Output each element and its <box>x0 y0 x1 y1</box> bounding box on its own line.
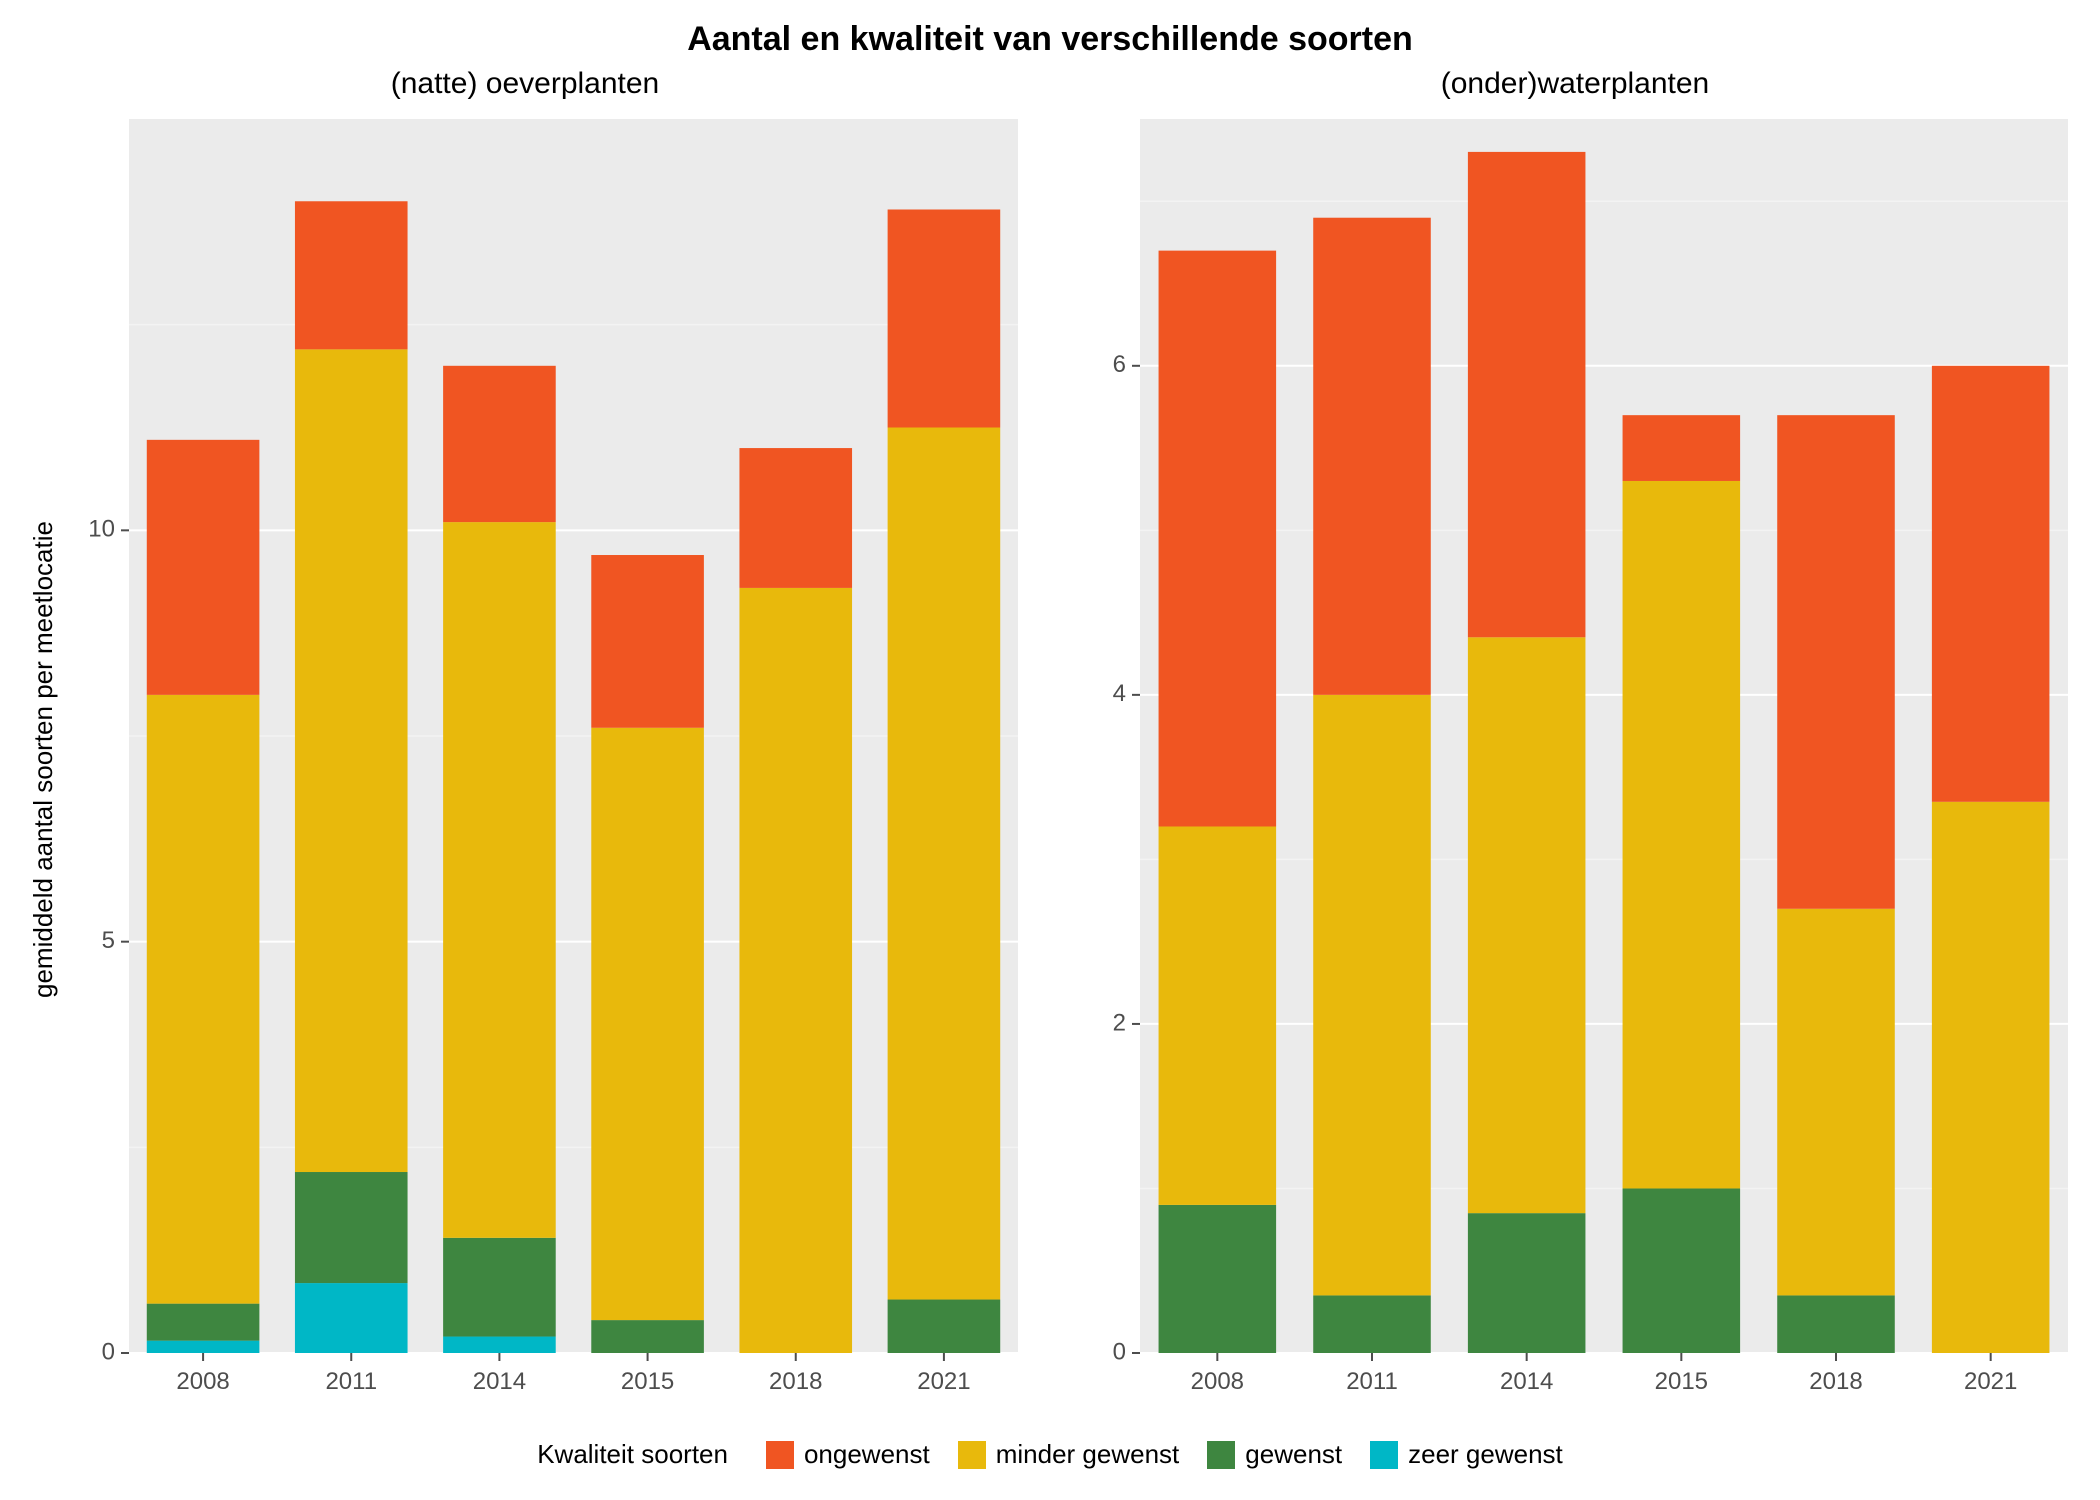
svg-text:2: 2 <box>1113 1009 1126 1036</box>
main-title: Aantal en kwaliteit van verschillende so… <box>20 20 2080 59</box>
svg-text:2015: 2015 <box>1655 1368 1708 1395</box>
svg-text:2008: 2008 <box>1191 1368 1244 1395</box>
panel-right-title: (onder)waterplanten <box>1070 67 2080 101</box>
bar-segment <box>1623 481 1741 1188</box>
svg-text:2011: 2011 <box>325 1368 377 1395</box>
bar-segment <box>443 366 556 522</box>
bar-segment <box>1159 826 1277 1204</box>
bar-segment <box>1313 695 1431 1296</box>
panels-row: (natte) oeverplanten gemiddeld aantal so… <box>20 67 2080 1409</box>
bar-segment <box>295 201 408 349</box>
svg-text:0: 0 <box>102 1338 115 1365</box>
svg-text:0: 0 <box>1113 1338 1126 1365</box>
bar-segment <box>1777 1295 1895 1353</box>
bar-segment <box>295 1172 408 1283</box>
legend-item-ongewenst: ongewenst <box>766 1439 930 1470</box>
bar-segment <box>295 1283 408 1353</box>
svg-text:5: 5 <box>102 927 115 954</box>
bar-segment <box>1777 909 1895 1296</box>
bar-segment <box>1468 637 1586 1213</box>
bar-segment <box>295 349 408 1172</box>
bar-segment <box>1468 1213 1586 1353</box>
panel-left: (natte) oeverplanten gemiddeld aantal so… <box>20 67 1030 1409</box>
bar-segment <box>147 1341 260 1353</box>
svg-text:2021: 2021 <box>917 1368 970 1395</box>
legend-label-zeer-gewenst: zeer gewenst <box>1408 1439 1563 1470</box>
bar-segment <box>739 448 852 588</box>
bar-segment <box>591 728 704 1320</box>
panel-left-title: (natte) oeverplanten <box>20 67 1030 101</box>
chart-container: Aantal en kwaliteit van verschillende so… <box>20 20 2080 1480</box>
legend-label-gewenst: gewenst <box>1245 1439 1342 1470</box>
bar-segment <box>739 588 852 1353</box>
legend-swatch-zeer-gewenst <box>1370 1441 1398 1469</box>
bar-segment <box>1777 415 1895 909</box>
svg-text:2008: 2008 <box>176 1368 229 1395</box>
bar-segment <box>1159 1205 1277 1353</box>
legend-swatch-ongewenst <box>766 1441 794 1469</box>
bar-segment <box>888 428 1001 1300</box>
bar-segment <box>1623 1188 1741 1353</box>
y-axis-label: gemiddeld aantal soorten per meetlocatie <box>20 111 59 1409</box>
bar-segment <box>147 695 260 1304</box>
bar-segment <box>147 440 260 695</box>
svg-text:2018: 2018 <box>769 1368 822 1395</box>
svg-text:2021: 2021 <box>1964 1368 2017 1395</box>
bar-segment <box>1623 415 1741 481</box>
bar-segment <box>591 555 704 728</box>
legend-label-minder-gewenst: minder gewenst <box>996 1439 1180 1470</box>
bar-segment <box>888 209 1001 427</box>
legend-item-minder-gewenst: minder gewenst <box>958 1439 1180 1470</box>
plot-svg-left: 0 5 10 2008 2011 2014 2015 2018 2021 <box>59 111 1030 1409</box>
svg-text:2018: 2018 <box>1809 1368 1862 1395</box>
legend-item-zeer-gewenst: zeer gewenst <box>1370 1439 1563 1470</box>
legend-swatch-gewenst <box>1207 1441 1235 1469</box>
bar-segment <box>443 1337 556 1353</box>
bar-segment <box>147 1304 260 1341</box>
plot-area-left: 0 5 10 2008 2011 2014 2015 2018 2021 <box>59 111 1030 1409</box>
bar-segment <box>1313 218 1431 695</box>
legend-label-ongewenst: ongewenst <box>804 1439 930 1470</box>
legend-swatch-minder-gewenst <box>958 1441 986 1469</box>
svg-text:2015: 2015 <box>621 1368 674 1395</box>
svg-text:2011: 2011 <box>1346 1368 1398 1395</box>
plot-area-right: 0 2 4 6 2008 2011 2014 2015 2018 2021 <box>1070 111 2080 1409</box>
svg-text:4: 4 <box>1113 680 1126 707</box>
bar-segment <box>1932 802 2050 1353</box>
plot-svg-right: 0 2 4 6 2008 2011 2014 2015 2018 2021 <box>1070 111 2080 1409</box>
bar-segment <box>1932 366 2050 802</box>
svg-text:6: 6 <box>1113 351 1126 378</box>
bar-segment <box>888 1300 1001 1353</box>
plot-wrap-left: gemiddeld aantal soorten per meetlocatie… <box>20 111 1030 1409</box>
svg-text:10: 10 <box>88 516 115 543</box>
bar-segment <box>1468 152 1586 637</box>
legend-item-gewenst: gewenst <box>1207 1439 1342 1470</box>
bar-segment <box>443 1238 556 1337</box>
legend-title: Kwaliteit soorten <box>537 1439 728 1470</box>
svg-text:2014: 2014 <box>473 1368 526 1395</box>
bar-segment <box>1159 251 1277 827</box>
plot-wrap-right: 0 2 4 6 2008 2011 2014 2015 2018 2021 <box>1070 111 2080 1409</box>
bar-segment <box>591 1320 704 1353</box>
bar-segment <box>443 522 556 1238</box>
bar-segment <box>1313 1295 1431 1353</box>
panel-right: (onder)waterplanten 0 2 4 6 2008 2011 2014 2015… <box>1070 67 2080 1409</box>
legend: Kwaliteit soorten ongewenst minder gewen… <box>20 1409 2080 1480</box>
svg-text:2014: 2014 <box>1500 1368 1553 1395</box>
